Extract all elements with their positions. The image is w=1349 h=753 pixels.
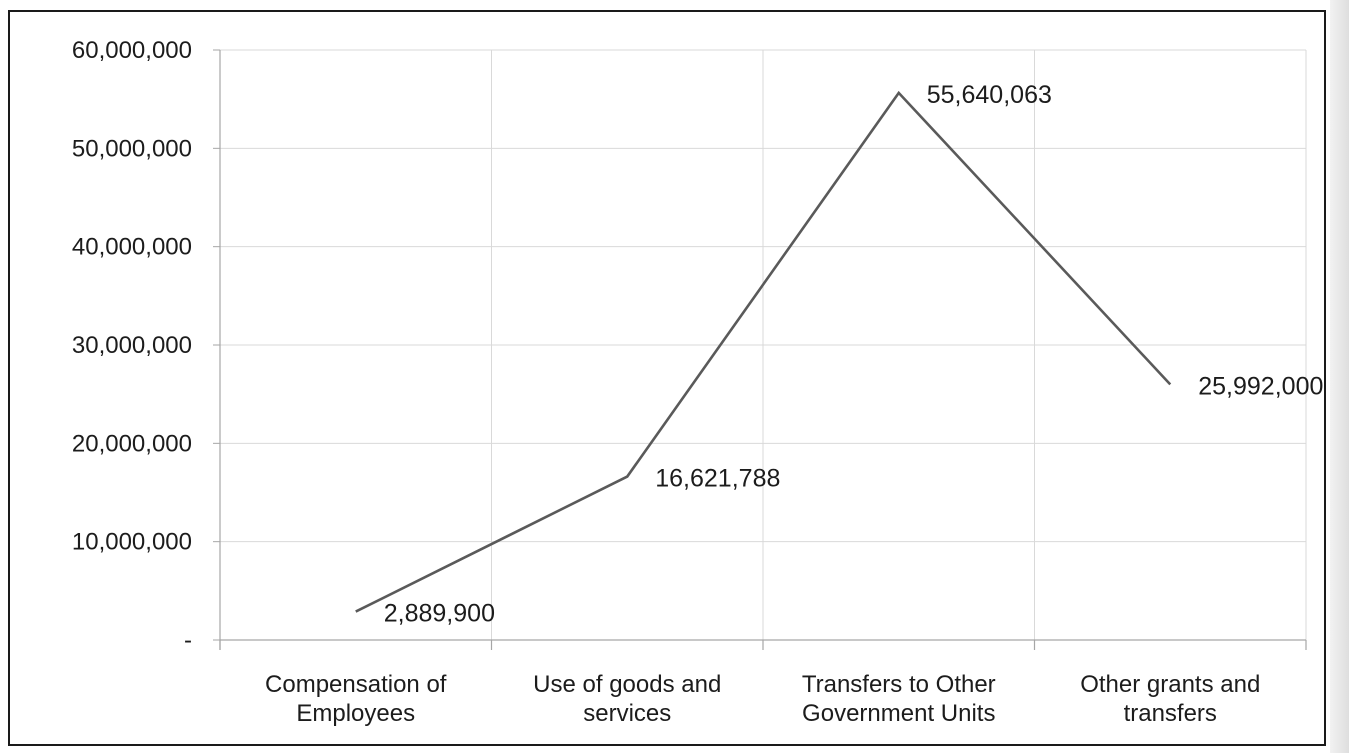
gridlines [220,49,1307,640]
series-line [355,90,1172,613]
x-category-label-line: Use of goods and [533,671,721,698]
x-category-label: Compensation of Employees [265,671,447,727]
x-category-label-line: Employees [296,700,415,727]
series-polyline [355,90,1172,613]
y-tick-label: 10,000,000 [72,529,192,556]
data-label: 16,621,788 [655,465,780,493]
x-category-label: Other grants and transfers [1080,671,1260,727]
x-axis-category-labels: Compensation of Employees Use of goods and… [265,671,1260,727]
x-category-label-line: Compensation of [265,671,447,698]
data-labels: 2,889,900 16,621,788 55,640,063 25,992,000 [384,81,1324,628]
x-category-label: Transfers to Other Government Units [802,671,996,727]
x-category-label-line: transfers [1124,700,1217,727]
data-label: 2,889,900 [384,600,495,628]
x-category-label-line: Government Units [802,700,995,727]
x-category-label-line: Transfers to Other [802,671,996,698]
y-axis-tick-labels: - 10,000,000 20,000,000 30,000,000 40,000,00… [72,37,192,654]
y-tick-label: 30,000,000 [72,332,192,359]
data-label: 55,640,063 [927,81,1052,109]
y-tick-label: - [184,627,192,654]
y-tick-label: 40,000,000 [72,234,192,261]
y-tick-label: 20,000,000 [72,430,192,457]
page-edge-shadow [1330,0,1349,753]
data-label: 25,992,000 [1198,372,1323,400]
x-category-label: Use of goods and services [533,671,721,727]
y-tick-label: 50,000,000 [72,135,192,162]
x-category-label-line: Other grants and [1080,671,1260,698]
x-category-label-line: services [583,700,671,727]
chart-frame [8,10,1326,746]
y-tick-label: 60,000,000 [72,37,192,64]
axes [213,49,1307,650]
